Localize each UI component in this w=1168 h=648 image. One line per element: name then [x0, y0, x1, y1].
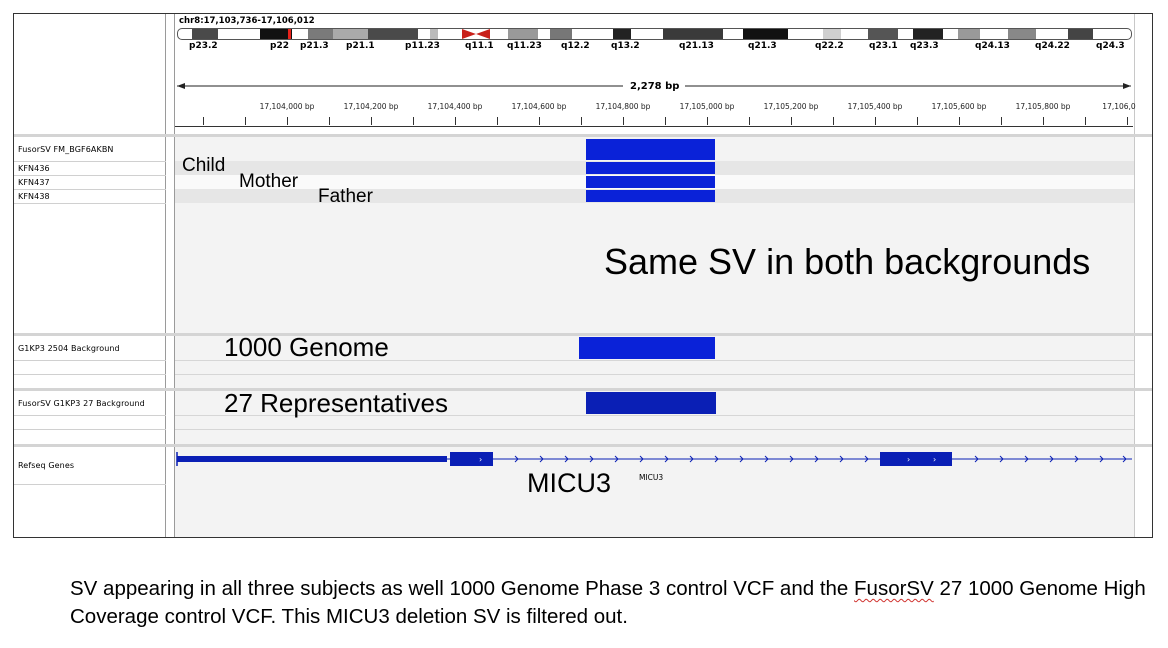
caption-text-2: 27 1000 Genome High Coverage control VCF…: [70, 577, 1146, 628]
refseq-name-panel: Refseq Genes: [14, 447, 166, 537]
sample-name[interactable]: KFN438: [18, 192, 50, 201]
svg-text:›: ›: [907, 455, 910, 464]
track-name-g1kp3[interactable]: G1KP3 2504 Background: [18, 344, 120, 353]
header-right-panel: chr8:17,103,736-17,106,012: [174, 14, 1136, 137]
annotation-1000-genome: 1000 Genome: [224, 332, 389, 362]
ruler-tick-label: 17,105,400 bp: [847, 102, 903, 111]
current-position-marker: [288, 29, 291, 39]
g1kp3-name-panel: G1KP3 2504 Background: [14, 336, 166, 388]
band-label: q23.1: [869, 41, 898, 51]
band-label: q22.2: [815, 41, 844, 51]
ruler-tick-label: 17,106,0: [1102, 102, 1136, 111]
caption-flagged-word: FusorSV: [854, 577, 934, 600]
band-label: q24.3: [1096, 41, 1125, 51]
band-label: q21.3: [748, 41, 777, 51]
sv-feature-fusor27[interactable]: [586, 392, 716, 414]
span-label: 2,278 bp: [630, 81, 680, 92]
refseq-data-panel[interactable]: › › › MICU3: [174, 447, 1135, 537]
sample-name[interactable]: KFN436: [18, 164, 50, 173]
sv-feature-g1kp3[interactable]: [579, 337, 715, 359]
band-label: p21.1: [346, 41, 375, 51]
span-arrow: [177, 83, 1131, 89]
band-label: q23.3: [910, 41, 939, 51]
sample-name[interactable]: KFN437: [18, 178, 50, 187]
band-label: q21.13: [679, 41, 714, 51]
svg-text:›: ›: [479, 455, 482, 464]
sv-feature-child[interactable]: [586, 162, 715, 174]
gene-label: MICU3: [639, 473, 664, 482]
annotation-child: Child: [182, 155, 226, 176]
ruler-tick-label: 17,104,800 bp: [595, 102, 651, 111]
band-label: q13.2: [611, 41, 640, 51]
chromosome-ideogram[interactable]: [177, 28, 1132, 40]
annotation-micu3: MICU3: [527, 468, 612, 498]
sv-feature-mother[interactable]: [586, 176, 715, 188]
ruler-tick-label: 17,104,000 bp: [259, 102, 315, 111]
fusor27-data-panel[interactable]: [174, 391, 1135, 444]
g1kp3-data-panel[interactable]: [174, 336, 1135, 388]
ruler-tick-label: 17,105,000 bp: [679, 102, 735, 111]
annotation-27-representatives: 27 Representatives: [224, 388, 449, 418]
fusorsv-name-panel: FusorSV FM_BGF6AKBN KFN436 KFN437 KFN438: [14, 137, 166, 333]
band-label: p22: [270, 41, 289, 51]
header-left-panel: [14, 14, 166, 137]
band-label: q24.13: [975, 41, 1010, 51]
track-name-fusorsv[interactable]: FusorSV FM_BGF6AKBN: [18, 145, 114, 154]
ruler-tick-label: 17,105,800 bp: [1015, 102, 1071, 111]
header-divider: [14, 134, 1152, 137]
band-label: p21.3: [300, 41, 329, 51]
ruler-tick-label: 17,104,400 bp: [427, 102, 483, 111]
annotation-father: Father: [318, 186, 373, 207]
centromere-marker: [462, 29, 490, 39]
ruler-tick-label: 17,104,200 bp: [343, 102, 399, 111]
locus-label: chr8:17,103,736-17,106,012: [179, 16, 315, 26]
band-label: q24.22: [1035, 41, 1070, 51]
ruler-tick-label: 17,105,200 bp: [763, 102, 819, 111]
svg-text:›: ›: [933, 455, 936, 464]
band-label: q11.1: [465, 41, 494, 51]
band-label: p23.2: [189, 41, 218, 51]
band-label: q11.23: [507, 41, 542, 51]
ruler-axis: [175, 126, 1133, 127]
sv-feature-header[interactable]: [586, 139, 715, 160]
igv-window: chr8:17,103,736-17,106,012: [13, 13, 1153, 538]
sv-feature-father[interactable]: [586, 190, 715, 202]
track-name-refseq[interactable]: Refseq Genes: [18, 461, 75, 470]
track-name-fusor27[interactable]: FusorSV G1KP3 27 Background: [18, 399, 145, 408]
annotation-mother: Mother: [239, 171, 299, 192]
ruler-tick-label: 17,105,600 bp: [931, 102, 987, 111]
caption-text-1: SV appearing in all three subjects as we…: [70, 577, 855, 600]
micu3-gene-model[interactable]: › › ›: [175, 447, 1134, 487]
band-label: p11.23: [405, 41, 440, 51]
slide-caption: SV appearing in all three subjects as we…: [70, 575, 1150, 631]
annotation-same-sv: Same SV in both backgrounds: [604, 241, 1091, 282]
fusorsv-data-panel[interactable]: [174, 137, 1135, 333]
track-divider: [14, 388, 1152, 391]
track-divider: [14, 444, 1152, 447]
track-divider: [14, 333, 1152, 336]
fusor27-name-panel: FusorSV G1KP3 27 Background: [14, 391, 166, 444]
ruler-tick-label: 17,104,600 bp: [511, 102, 567, 111]
band-label: q12.2: [561, 41, 590, 51]
